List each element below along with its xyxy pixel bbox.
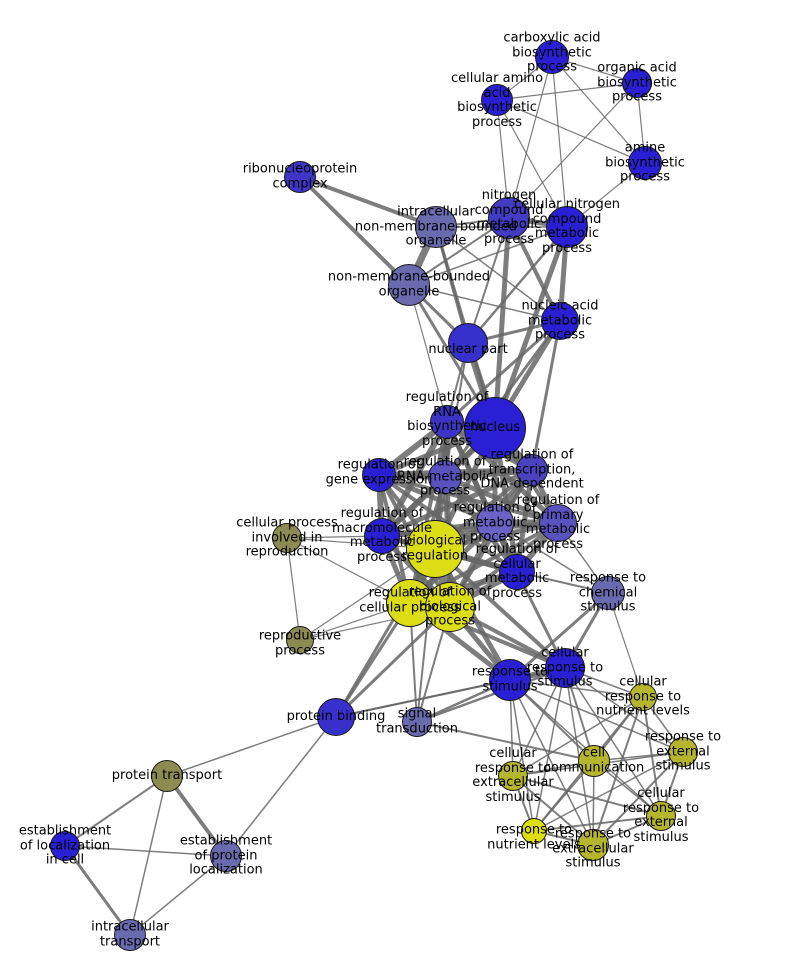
graph-edge — [533, 667, 566, 832]
graph-edge — [530, 320, 562, 471]
graph-node-intracellular-non-membrane-bounded-organelle[interactable] — [415, 206, 457, 248]
graph-node-protein-transport[interactable] — [151, 760, 183, 792]
graph-edge — [416, 666, 566, 724]
graph-node-cellular-nitrogen-compound-metabolic-process[interactable] — [546, 206, 588, 248]
graph-edge — [467, 226, 568, 344]
graph-node-regulation-of-macromolecule-metabolic-process[interactable] — [364, 518, 400, 554]
graph-node-intracellular-transport[interactable] — [114, 919, 146, 951]
graph-edge — [496, 82, 638, 101]
graph-edge — [435, 226, 561, 322]
graph-edge — [607, 592, 644, 698]
graph-node-cellular-response-to-stimulus[interactable] — [545, 648, 585, 688]
graph-edge — [63, 845, 132, 936]
graph-node-amine-biosynthetic-process[interactable] — [628, 146, 662, 180]
graph-edge — [408, 284, 448, 423]
graph-node-response-to-external-stimulus[interactable] — [668, 737, 698, 767]
graph-edge — [334, 605, 452, 719]
graph-node-nuclear-part[interactable] — [448, 323, 488, 363]
graph-edge — [496, 99, 568, 228]
graph-node-reproductive-process[interactable] — [286, 626, 314, 654]
graph-node-cellular-process-involved-in-reproduction[interactable] — [272, 523, 302, 553]
graph-node-signal-transduction[interactable] — [402, 707, 432, 737]
graph-node-ribonucleoprotein-complex[interactable] — [284, 161, 316, 193]
graph-edge — [508, 82, 638, 219]
graph-edge — [64, 775, 168, 847]
graph-edge — [408, 226, 568, 286]
graph-edge — [444, 474, 559, 526]
graph-edge — [533, 815, 662, 832]
graph-edge — [494, 522, 609, 594]
graph-edge — [509, 591, 609, 682]
graph-edge — [512, 696, 644, 777]
graph-node-response-to-extracellular-stimulus[interactable] — [577, 829, 609, 861]
graph-edge — [592, 696, 644, 846]
graph-edge — [564, 667, 684, 753]
graph-edge — [433, 547, 567, 670]
graph-node-regulation-of-gene-expression[interactable] — [362, 458, 396, 492]
graph-edge — [378, 473, 559, 525]
graph-edge — [298, 175, 411, 287]
graph-edge — [512, 775, 594, 846]
graph-edge — [408, 284, 561, 322]
graph-node-regulation-of-rna-metabolic-process[interactable] — [428, 460, 462, 494]
graph-node-cellular-response-to-external-stimulus[interactable] — [646, 801, 676, 831]
graph-edge — [446, 319, 561, 424]
graph-node-nucleus[interactable] — [464, 397, 526, 459]
graph-node-regulation-of-cellular-metabolic-process[interactable] — [499, 554, 535, 590]
graph-edge — [166, 716, 337, 777]
graph-edge — [225, 716, 337, 857]
graph-node-nucleic-acid-metabolic-process[interactable] — [541, 302, 579, 340]
graph-edge — [533, 751, 684, 832]
graph-edge — [416, 721, 595, 762]
graph-node-regulation-of-rna-biosynthetic-process[interactable] — [430, 405, 464, 439]
graph-node-regulation-of-transcription-dna-dependent[interactable] — [516, 454, 548, 486]
graph-edge — [592, 751, 684, 846]
graph-node-regulation-of-metabolic-process[interactable] — [476, 504, 514, 542]
graph-edge — [509, 679, 644, 698]
graph-edge — [551, 56, 568, 228]
graph-node-biological-regulation[interactable] — [406, 520, 464, 578]
graph-node-nitrogen-compound-metabolic-process[interactable] — [488, 197, 530, 239]
graph-node-establishment-of-protein-localization[interactable] — [210, 840, 242, 872]
graph-node-regulation-of-primary-metabolic-process[interactable] — [539, 504, 577, 542]
graph-edge — [492, 217, 512, 429]
graph-edge — [467, 217, 510, 344]
graph-node-cell-communication[interactable] — [578, 745, 610, 777]
graph-edge — [378, 472, 496, 526]
graph-node-non-membrane-bounded-organelle[interactable] — [388, 264, 430, 306]
graph-edge — [129, 775, 168, 936]
graph-edge — [509, 679, 594, 846]
graph-node-organic-acid-biosynthetic-process[interactable] — [622, 68, 652, 98]
graph-node-cellular-amino-acid-biosynthetic-process[interactable] — [481, 84, 513, 116]
graph-edge — [496, 99, 646, 164]
graph-node-cellular-response-to-nutrient-levels[interactable] — [629, 683, 657, 711]
graph-node-protein-binding[interactable] — [317, 698, 355, 736]
graph-edge — [286, 537, 301, 641]
graph-node-cellular-response-to-extracellular-stimulus[interactable] — [498, 761, 528, 791]
graph-node-carboxylic-acid-biosynthetic-process[interactable] — [535, 40, 569, 74]
graph-edge — [299, 175, 437, 229]
graph-node-response-to-stimulus[interactable] — [489, 659, 531, 701]
graph-node-response-to-chemical-stimulus[interactable] — [591, 576, 625, 610]
graph-edge — [512, 775, 662, 817]
graph-edge — [129, 855, 227, 936]
graph-edge — [508, 56, 553, 219]
graph-node-establishment-of-localization-in-cell[interactable] — [50, 831, 80, 861]
graph-edge — [509, 679, 535, 832]
graph-edge — [551, 56, 646, 164]
graph-node-regulation-of-biological-process[interactable] — [425, 582, 475, 632]
graph-edge — [64, 845, 227, 857]
graph-node-response-to-nutrient-levels[interactable] — [521, 818, 547, 844]
